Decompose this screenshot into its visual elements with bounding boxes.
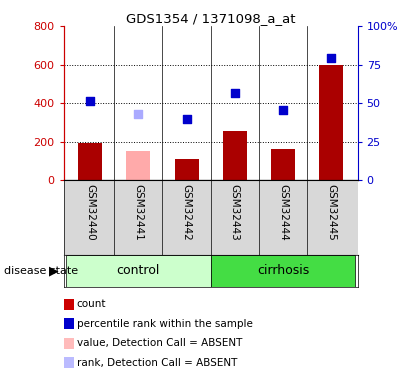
Text: cirrhosis: cirrhosis (257, 264, 309, 278)
Text: GSM32443: GSM32443 (230, 184, 240, 240)
Title: GDS1354 / 1371098_a_at: GDS1354 / 1371098_a_at (126, 12, 296, 25)
Text: ▶: ▶ (48, 264, 58, 278)
Text: GSM32441: GSM32441 (134, 184, 143, 240)
Text: GSM32444: GSM32444 (278, 184, 288, 240)
Point (87, 98, 93, 104)
Text: GSM32440: GSM32440 (85, 184, 95, 240)
Text: count: count (77, 299, 106, 309)
Bar (319, 64, 343, 180)
Point (328, 55, 335, 61)
Bar (66, 255, 211, 287)
Point (135, 111, 142, 117)
Point (279, 107, 286, 113)
Bar (223, 131, 247, 180)
Text: value, Detection Call = ABSENT: value, Detection Call = ABSENT (77, 338, 242, 348)
Text: control: control (117, 264, 160, 278)
Text: rank, Detection Call = ABSENT: rank, Detection Call = ABSENT (77, 358, 237, 368)
Bar (175, 159, 199, 180)
Text: disease state: disease state (4, 266, 78, 276)
Bar (78, 142, 102, 180)
Point (183, 116, 190, 122)
Bar (271, 149, 295, 180)
Text: percentile rank within the sample: percentile rank within the sample (77, 319, 253, 328)
Point (231, 90, 238, 96)
Text: GSM32442: GSM32442 (182, 184, 192, 240)
Bar (126, 151, 150, 180)
Text: GSM32445: GSM32445 (326, 184, 336, 240)
Bar (211, 255, 355, 287)
